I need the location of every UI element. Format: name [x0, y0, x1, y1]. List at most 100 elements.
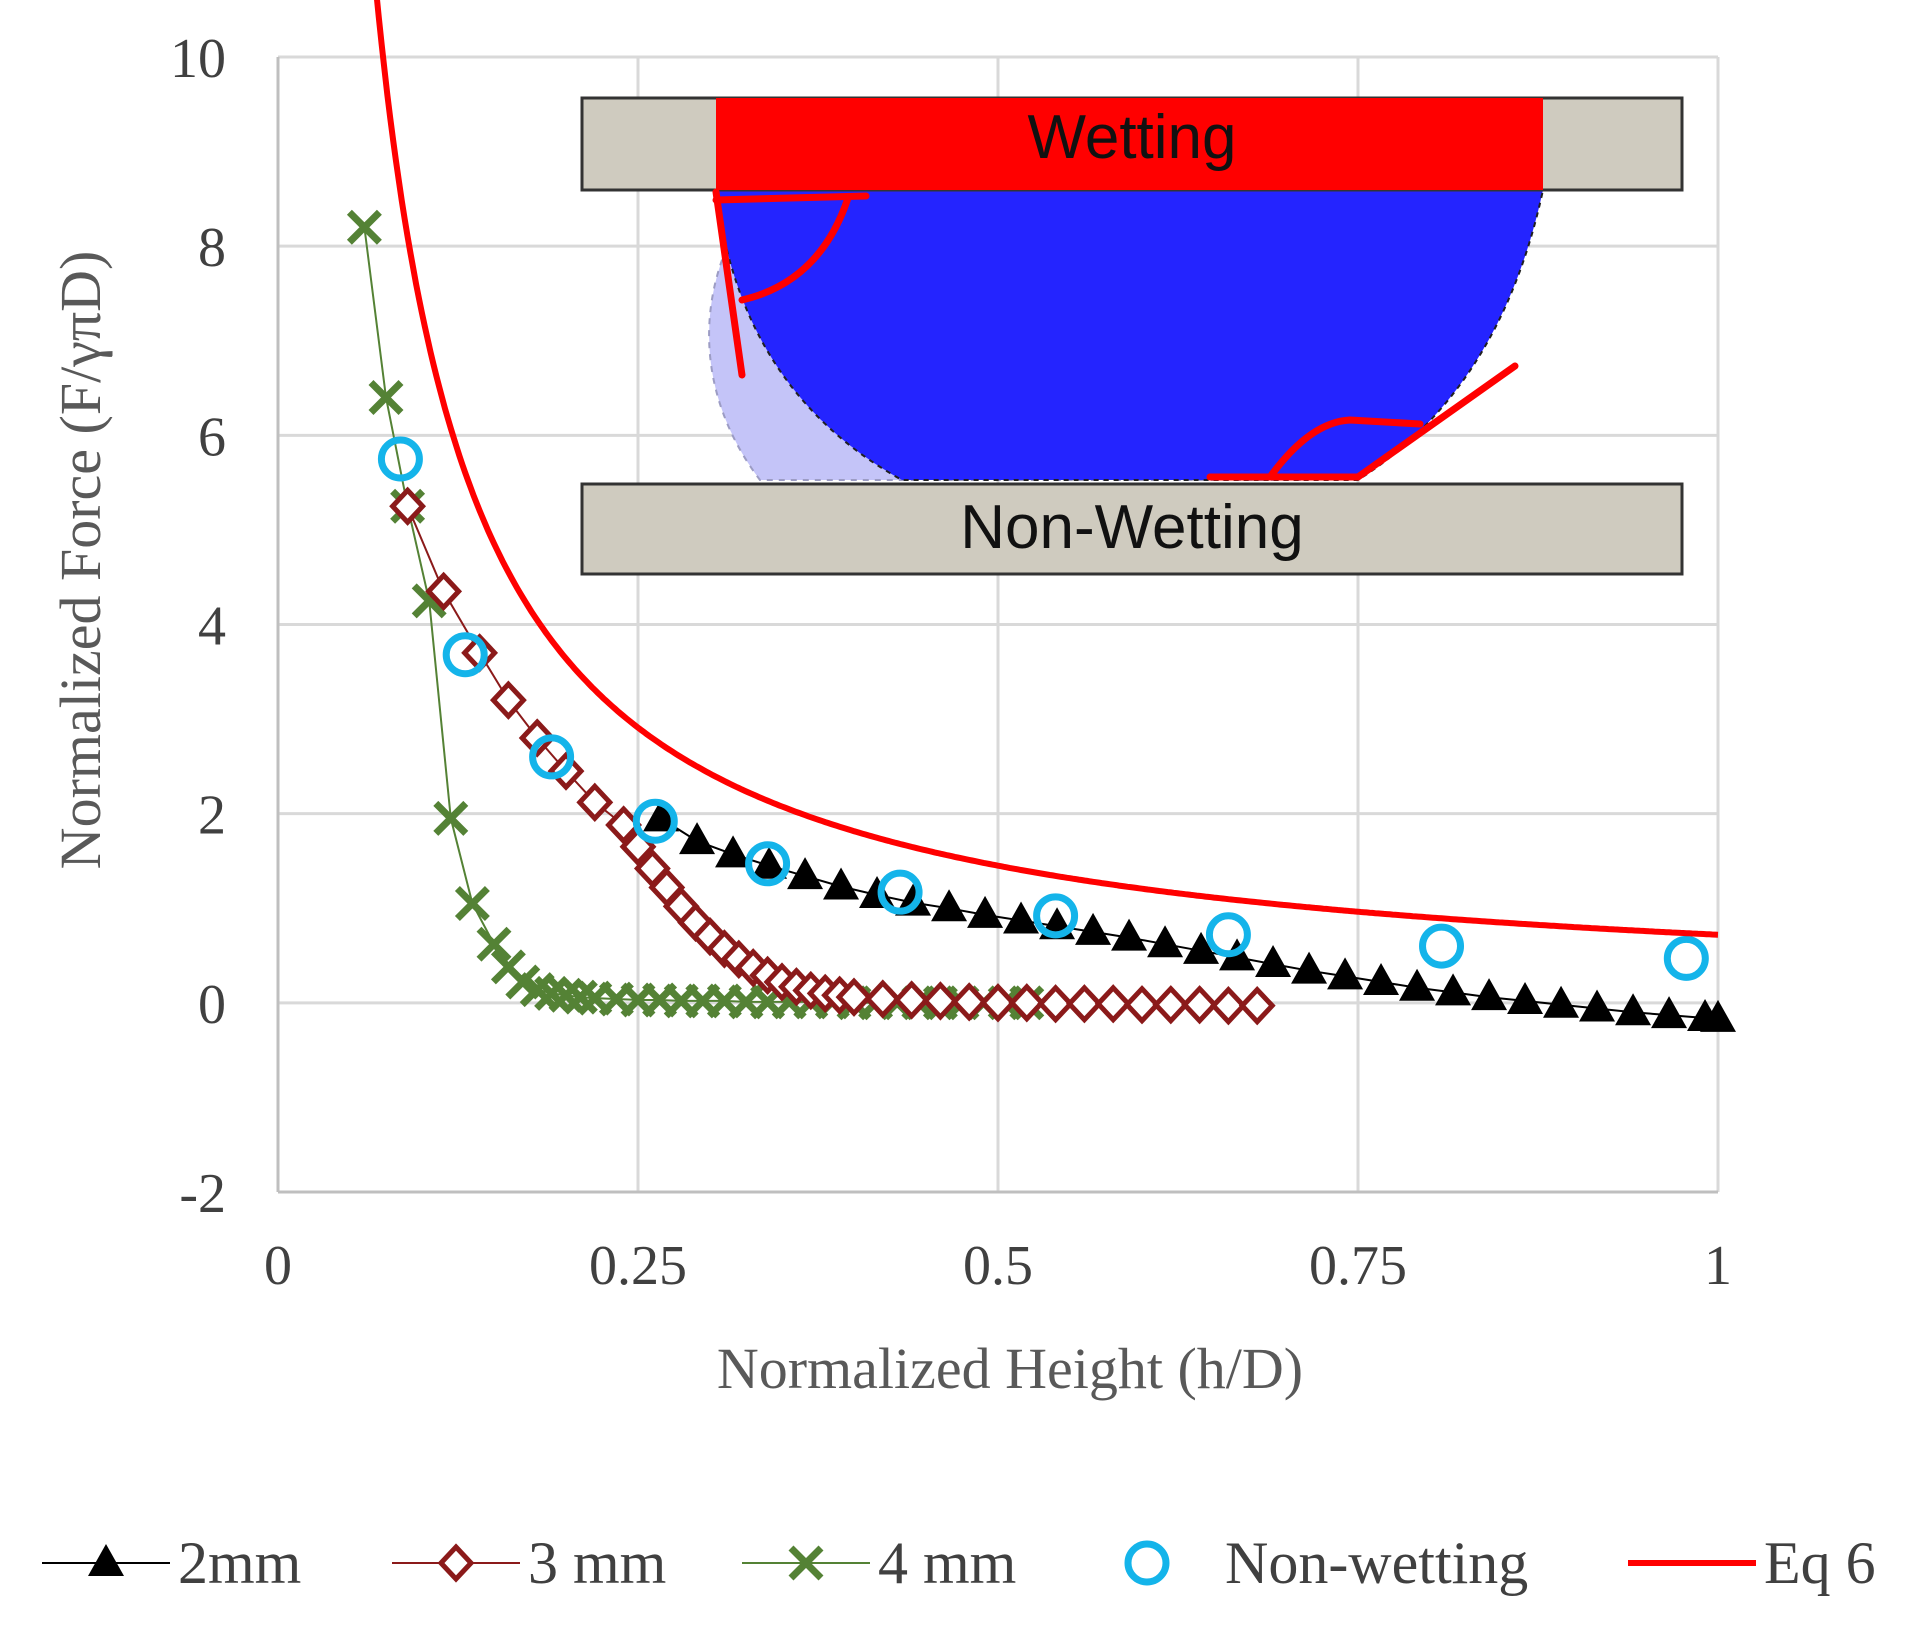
legend-item-4-mm: 4 mm	[742, 1530, 1016, 1596]
x-axis-title: Normalized Height (h/D)	[717, 1336, 1303, 1401]
data-point-3-mm-28	[979, 983, 1017, 1023]
y-tick-label-4: 6	[198, 406, 226, 468]
inset-wetting-contact-angle-mark	[712, 188, 870, 379]
x-tick-label-4: 1	[1704, 1235, 1732, 1297]
legend-marker-3-mm	[437, 1543, 475, 1583]
x-tick-label-0: 0	[264, 1235, 292, 1297]
inset-schematic: Wetting Non-Wetting	[580, 96, 1684, 576]
tick-labels: 0 0.25 0.5 0.75 1 -2 0 2 4 6 8 10	[170, 28, 1732, 1297]
data-point-3-mm-27	[950, 982, 988, 1022]
data-point-4-mm-5	[454, 886, 490, 921]
data-point-3-mm-35	[1181, 985, 1219, 1025]
data-point-3-mm-29	[1008, 983, 1046, 1023]
data-point-2mm-26	[1579, 989, 1616, 1022]
data-point-2mm-4	[787, 857, 824, 890]
data-point-non-wetting-6	[1033, 893, 1079, 939]
data-point-3-mm-37	[1238, 986, 1276, 1026]
data-point-non-wetting-2	[529, 734, 575, 780]
legend-label-4-mm: 4 mm	[878, 1530, 1016, 1596]
data-point-3-mm-25	[893, 980, 931, 1020]
data-point-2mm-13	[1111, 918, 1148, 951]
series-layer	[346, 0, 1736, 1032]
inset-bottom-label: Non-Wetting	[960, 493, 1303, 562]
data-point-2mm-27	[1615, 993, 1652, 1026]
data-point-non-wetting-7	[1205, 912, 1251, 958]
x-tick-label-2: 0.5	[963, 1235, 1033, 1297]
data-point-2mm-20	[1363, 963, 1400, 996]
y-tick-label-5: 8	[198, 217, 226, 279]
legend-item-2mm: 2mm	[42, 1530, 301, 1596]
legend-item-eq-6: Eq 6	[1628, 1530, 1876, 1596]
data-point-2mm-14	[1147, 925, 1184, 958]
series-line-eq-6	[374, 0, 1719, 938]
data-point-3-mm-23	[835, 977, 873, 1017]
data-point-3-mm-3	[489, 680, 527, 720]
plot-axes	[276, 57, 1718, 1194]
legend-marker-2mm	[88, 1544, 124, 1576]
data-point-3-mm-6	[576, 782, 614, 822]
data-point-2mm-5	[823, 867, 860, 900]
inset-top-label: Wetting	[1027, 103, 1236, 172]
data-point-3-mm-34	[1152, 985, 1190, 1025]
y-tick-label-0: -2	[179, 1163, 226, 1225]
data-point-non-wetting-9	[1663, 935, 1709, 981]
legend: 2mm 3 mm 4 mm Non-wetting Eq 6	[42, 1530, 1876, 1596]
data-point-2mm-2	[715, 835, 752, 868]
data-point-non-wetting-5	[877, 869, 923, 915]
data-point-2mm-24	[1507, 981, 1544, 1014]
data-point-3-mm-30	[1037, 984, 1075, 1024]
data-point-2mm-3	[751, 846, 788, 879]
data-point-2mm-0	[643, 799, 680, 832]
legend-label-2mm: 2mm	[178, 1530, 301, 1596]
data-point-3-mm-32	[1094, 984, 1132, 1024]
data-point-4-mm-0	[346, 209, 382, 245]
legend-marker-non-wetting	[1124, 1540, 1170, 1586]
data-point-3-mm-26	[921, 981, 959, 1021]
data-point-2mm-8	[931, 889, 968, 922]
y-tick-label-6: 10	[170, 28, 226, 90]
y-axis-title: Normalized Force (F/γπD)	[48, 251, 113, 870]
series-non-wetting	[377, 436, 1709, 981]
data-point-2mm-21	[1399, 968, 1436, 1001]
y-tick-label-3: 4	[198, 596, 226, 658]
data-point-2mm-25	[1543, 985, 1580, 1018]
data-point-2mm-22	[1435, 973, 1472, 1006]
data-point-3-mm-24	[864, 979, 902, 1019]
inset-wetting-region	[716, 98, 1543, 190]
legend-label-eq-6: Eq 6	[1764, 1530, 1876, 1596]
inset-nonwetting-contact-angle-mark	[1206, 362, 1519, 481]
x-tick-label-1: 0.25	[589, 1235, 687, 1297]
data-point-2mm-18	[1291, 951, 1328, 984]
inset-bottom-plate	[580, 482, 1684, 576]
data-point-2mm-12	[1075, 912, 1112, 945]
data-point-4-mm-1	[368, 380, 404, 415]
data-point-non-wetting-4	[745, 841, 791, 887]
data-point-2mm-28	[1651, 996, 1688, 1029]
x-tick-label-3: 0.75	[1309, 1235, 1407, 1297]
data-point-2mm-17	[1255, 945, 1292, 978]
data-point-3-mm-1	[425, 571, 463, 612]
data-point-non-wetting-0	[377, 436, 423, 482]
data-point-2mm-9	[967, 895, 1004, 928]
data-point-non-wetting-8	[1419, 923, 1465, 969]
y-tick-label-2: 2	[198, 785, 226, 847]
data-point-2mm-10	[1003, 901, 1040, 934]
data-point-2mm-23	[1471, 978, 1508, 1011]
legend-label-non-wetting: Non-wetting	[1225, 1530, 1528, 1596]
data-point-4-mm-4	[433, 800, 469, 836]
legend-item-non-wetting: Non-wetting	[1124, 1530, 1528, 1596]
legend-item-3-mm: 3 mm	[392, 1530, 666, 1596]
data-point-3-mm-33	[1123, 985, 1161, 1025]
legend-label-3-mm: 3 mm	[528, 1530, 666, 1596]
data-point-non-wetting-3	[632, 798, 678, 844]
series-eq-6	[374, 0, 1719, 938]
data-point-3-mm-4	[518, 718, 556, 758]
y-tick-label-1: 0	[198, 974, 226, 1036]
data-point-3-mm-0	[389, 486, 427, 526]
data-point-2mm-19	[1327, 957, 1364, 990]
series-3-mm	[389, 486, 1276, 1026]
data-point-2mm-15	[1183, 931, 1220, 964]
data-point-non-wetting-1	[442, 632, 488, 678]
data-point-3-mm-36	[1209, 986, 1247, 1026]
